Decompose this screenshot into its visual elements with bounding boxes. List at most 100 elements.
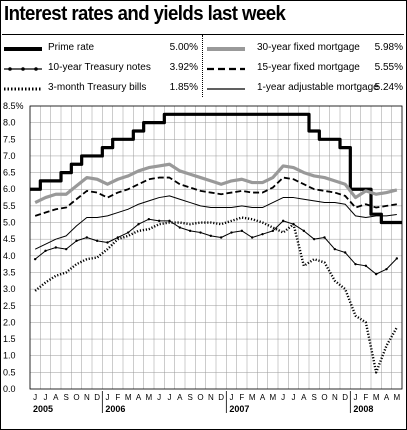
data-point-t10	[178, 226, 182, 229]
x-tick-label: N	[208, 393, 214, 402]
x-tick-label: J	[33, 393, 37, 402]
y-tick-label: 2.0	[3, 317, 16, 327]
year-label: 2007	[229, 404, 249, 414]
legend-label: 3-month Treasury bills	[48, 82, 147, 93]
legend-divider	[202, 35, 204, 97]
legend-item-10-year-treasury: 10-year Treasury notes 3.92%	[4, 61, 200, 77]
y-tick-label: 8.0	[3, 118, 16, 128]
data-point-t10	[343, 251, 347, 254]
series-line-prime	[30, 112, 402, 225]
data-point-t10	[281, 219, 285, 223]
series-line-t10	[34, 218, 398, 275]
data-point-t10	[385, 267, 388, 271]
x-tick-label: S	[311, 393, 316, 402]
x-tick-label: D	[218, 393, 224, 402]
x-tick-label: A	[384, 393, 390, 402]
y-tick-label: 4.0	[3, 251, 16, 261]
y-tick-label: 3.5	[3, 267, 16, 277]
data-point-t10	[230, 231, 233, 234]
legend-swatch-30-year-mortgage	[207, 47, 245, 51]
legend-item-1-year-arm: 1-year adjustable mortgage 5.24%	[207, 81, 403, 97]
legend-value: 3.92%	[169, 62, 198, 73]
x-tick-label: A	[177, 393, 183, 402]
legend-swatch-15-year-mortgage	[207, 67, 245, 71]
data-point-t10	[209, 234, 213, 238]
legend-item-15-year-mortgage: 15-year fixed mortgage 5.55%	[207, 61, 403, 77]
data-point-t10	[354, 262, 357, 266]
legend-label: 30-year fixed mortgage	[257, 42, 360, 53]
data-point-t10	[95, 239, 99, 243]
x-tick-label: J	[106, 393, 110, 402]
data-point-t10	[147, 218, 151, 221]
data-point-t10	[54, 246, 58, 249]
x-tick-label: O	[197, 393, 203, 402]
legend-swatch-prime-rate	[4, 47, 42, 51]
chart-title: Interest rates and yields last week	[4, 3, 286, 25]
data-point-t10	[364, 264, 368, 268]
data-point-t10	[240, 229, 244, 233]
legend-item-30-year-mortgage: 30-year fixed mortgage 5.98%	[207, 41, 403, 57]
legend-value: 1.85%	[169, 82, 198, 93]
y-tick-label: 6.5	[3, 168, 16, 178]
x-tick-label: J	[354, 393, 358, 402]
data-point-t10	[333, 247, 337, 251]
x-tick-label: S	[63, 393, 68, 402]
data-point-t10	[271, 229, 275, 233]
y-tick-label: 4.5	[3, 234, 16, 244]
x-tick-label: J	[157, 393, 161, 402]
x-tick-label: M	[145, 393, 152, 402]
data-point-t10	[312, 237, 316, 241]
x-tick-label: A	[260, 393, 266, 402]
legend-swatch-10-year-treasury	[4, 67, 42, 71]
legend-label: Prime rate	[48, 42, 95, 53]
data-point-t10	[261, 232, 264, 236]
legend: Prime rate 5.00% 10-year Treasury notes …	[2, 34, 404, 99]
data-point-t10	[188, 229, 192, 233]
data-point-t10	[137, 222, 140, 226]
data-point-t10	[75, 239, 78, 243]
y-tick-label: 3.0	[3, 284, 16, 294]
x-tick-label: M	[125, 393, 132, 402]
series-line-m15	[34, 176, 397, 217]
x-tick-label: F	[363, 393, 368, 402]
x-tick-label: A	[301, 393, 307, 402]
x-tick-label: M	[249, 393, 256, 402]
x-tick-label: S	[187, 393, 192, 402]
year-label: 2008	[353, 404, 373, 414]
y-tick-label: 7.5	[3, 134, 16, 144]
legend-value: 5.55%	[374, 62, 403, 73]
series-line-t3m	[34, 216, 398, 374]
data-point-t10	[85, 236, 89, 239]
legend-value: 5.00%	[169, 42, 198, 53]
data-point-t10	[106, 241, 109, 244]
data-point-t10	[33, 257, 37, 261]
x-tick-label: J	[44, 393, 48, 402]
x-tick-label: J	[292, 393, 296, 402]
x-tick-label: D	[94, 393, 100, 402]
x-tick-label: A	[136, 393, 142, 402]
legend-value: 5.24%	[374, 82, 403, 93]
data-point-t10	[199, 231, 202, 234]
legend-item-3-month-treasury: 3-month Treasury bills 1.85%	[4, 81, 200, 97]
y-tick-label: 0.5	[3, 367, 16, 377]
data-point-t10	[44, 249, 47, 253]
x-tick-label: M	[393, 393, 400, 402]
x-tick-label: D	[342, 393, 348, 402]
y-tick-label: 6.0	[3, 184, 16, 194]
legend-swatch-1-year-arm	[207, 88, 245, 90]
data-point-t10	[302, 229, 306, 233]
x-tick-label: J	[168, 393, 172, 402]
x-tick-label: F	[115, 393, 120, 402]
x-tick-label: N	[84, 393, 90, 402]
legend-swatch-3-month-treasury	[4, 87, 42, 91]
data-point-t10	[126, 231, 130, 234]
x-tick-label: A	[53, 393, 59, 402]
data-point-t10	[250, 236, 254, 239]
y-tick-label: 8.5%	[3, 101, 24, 111]
legend-item-prime-rate: Prime rate 5.00%	[4, 41, 200, 57]
data-point-t10	[395, 257, 399, 260]
y-tick-label: 5.0	[3, 218, 16, 228]
series-line-arm1	[34, 195, 397, 250]
data-point-t10	[374, 272, 378, 276]
data-point-t10	[64, 247, 68, 251]
